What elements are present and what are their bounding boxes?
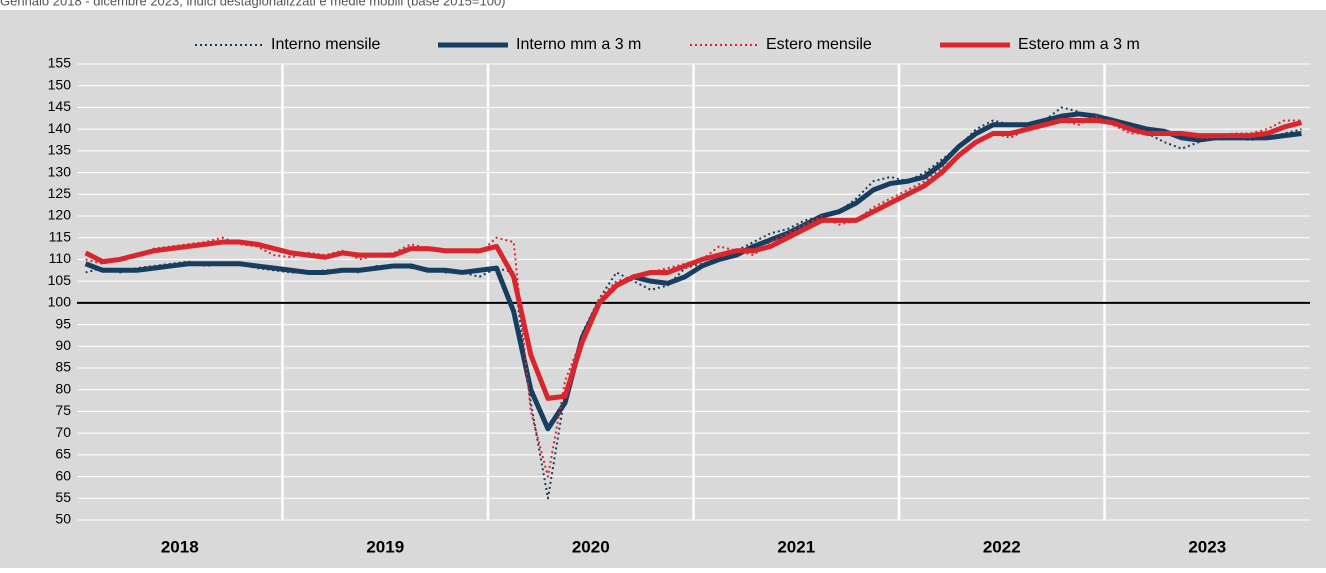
legend-label: Estero mensile [766, 36, 872, 53]
y-tick-label: 50 [55, 511, 71, 527]
y-tick-label: 80 [55, 380, 71, 396]
y-tick-label: 140 [48, 120, 72, 136]
series-line [84, 111, 1302, 432]
y-tick-label: 55 [55, 489, 71, 505]
y-tick-label: 125 [48, 185, 72, 201]
y-tick-label: 60 [55, 467, 71, 483]
legend-label: Interno mensile [271, 36, 380, 53]
x-tick-label: 2019 [366, 537, 404, 556]
y-tick-label: 90 [55, 337, 71, 353]
y-tick-label: 155 [48, 55, 72, 71]
y-tick-label: 120 [48, 207, 72, 223]
y-tick-label: 70 [55, 424, 71, 440]
legend-label: Interno mm a 3 m [516, 36, 641, 53]
y-tick-label: 95 [55, 315, 71, 331]
y-tick-label: 65 [55, 446, 71, 462]
chart-background [0, 10, 1326, 568]
chart-subtitle: Gennaio 2018 - dicembre 2023; indici des… [0, 0, 506, 8]
x-tick-label: 2022 [983, 537, 1021, 556]
y-tick-label: 130 [48, 163, 72, 179]
y-tick-label: 105 [48, 272, 72, 288]
x-tick-label: 2020 [572, 537, 610, 556]
y-tick-label: 115 [49, 228, 72, 244]
y-tick-label: 85 [55, 359, 71, 375]
series-line [84, 117, 1303, 401]
y-tick-label: 110 [49, 250, 72, 266]
y-tick-label: 150 [48, 76, 72, 92]
x-tick-label: 2023 [1188, 537, 1226, 556]
y-tick-label: 100 [48, 294, 72, 310]
x-tick-label: 2021 [777, 537, 815, 556]
x-tick-label: 2018 [161, 537, 199, 556]
legend-label: Estero mm a 3 m [1018, 36, 1140, 53]
y-tick-label: 135 [48, 142, 72, 158]
y-tick-label: 145 [48, 98, 72, 114]
y-tick-label: 75 [55, 402, 71, 418]
